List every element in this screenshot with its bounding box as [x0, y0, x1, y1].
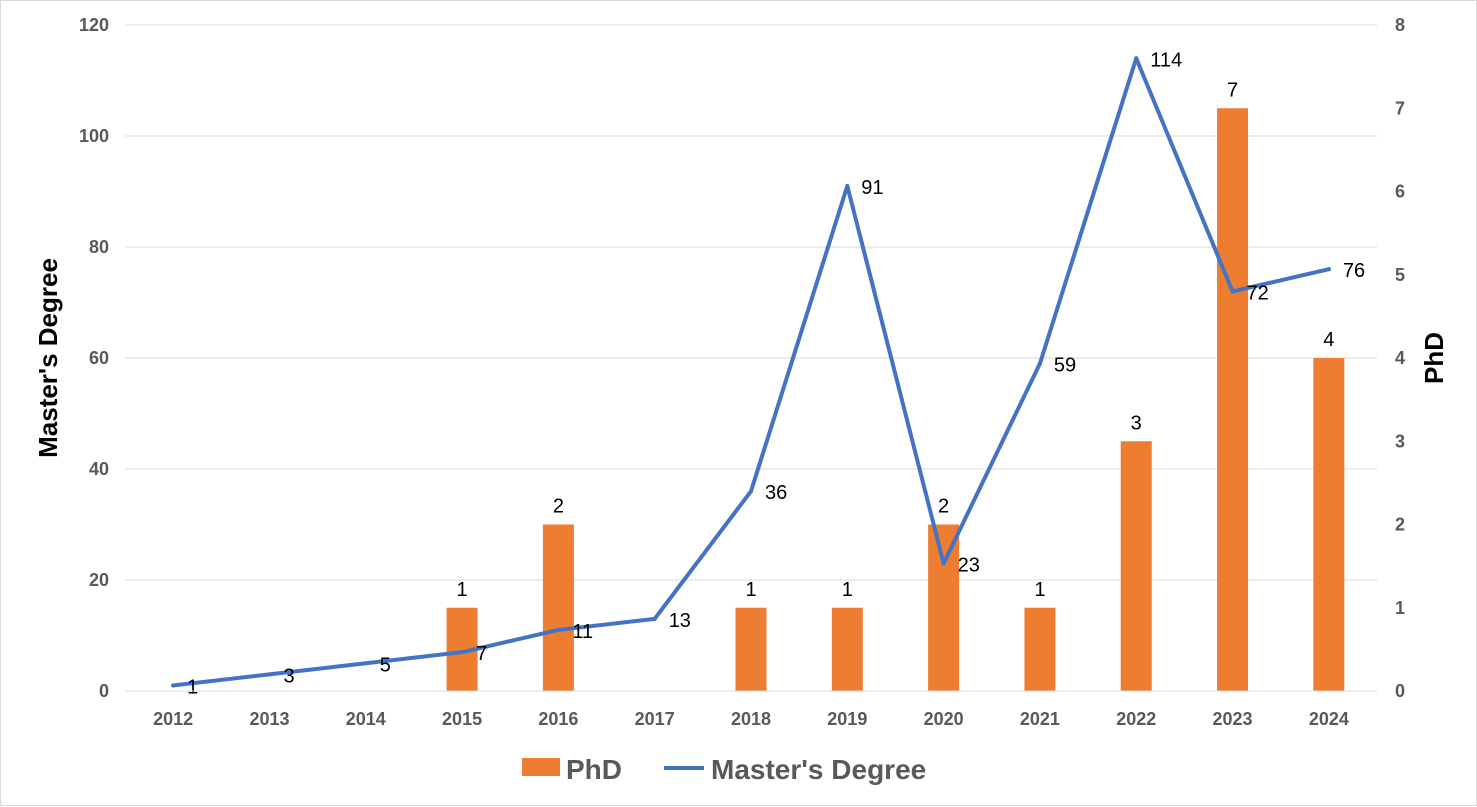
gridlines [125, 24, 1377, 581]
left-tick-label: 40 [89, 459, 109, 479]
line-data-label: 72 [1247, 282, 1269, 304]
x-tick-label: 2019 [827, 709, 867, 729]
x-tick-label: 2015 [442, 709, 482, 729]
bar-data-label: 1 [842, 579, 853, 601]
line-data-label: 3 [283, 665, 294, 687]
left-tick-label: 20 [89, 570, 109, 590]
bar-data-label: 2 [553, 496, 564, 518]
line-data-label: 36 [765, 482, 787, 504]
x-tick-label: 2023 [1213, 709, 1253, 729]
right-tick-label: 7 [1395, 98, 1405, 118]
x-tick-label: 2024 [1309, 709, 1349, 729]
bar-phd [1024, 607, 1056, 691]
right-tick-label: 2 [1395, 515, 1405, 535]
line-data-label: 114 [1150, 49, 1182, 71]
left-tick-label: 0 [99, 681, 109, 701]
line-data-label: 23 [958, 554, 980, 576]
bar-phd [928, 524, 960, 691]
line-point [1037, 361, 1042, 366]
left-tick-label: 100 [79, 126, 109, 146]
x-tick-label: 2018 [731, 709, 771, 729]
left-tick-label: 120 [79, 15, 109, 35]
line-point [652, 616, 657, 621]
bar-phd [735, 607, 767, 691]
phd-bars [446, 108, 1345, 691]
x-tick-label: 2012 [153, 709, 193, 729]
line-data-label: 7 [476, 643, 487, 665]
right-axis-title: PhD [1419, 332, 1449, 384]
legend-phd-swatch [522, 758, 560, 776]
x-tick-label: 2020 [924, 709, 964, 729]
bar-phd [1120, 441, 1152, 691]
line-point [749, 489, 753, 494]
bar-data-label: 7 [1227, 79, 1238, 101]
bar-data-label: 3 [1131, 412, 1142, 434]
x-tick-label: 2016 [538, 709, 578, 729]
bar-phd [1217, 108, 1249, 691]
right-tick-label: 1 [1395, 598, 1405, 618]
line-point [1230, 289, 1235, 294]
right-tick-label: 5 [1395, 265, 1405, 285]
line-point [460, 650, 465, 655]
bar-data-label: 1 [457, 579, 468, 601]
bar-data-label: 1 [1034, 579, 1045, 601]
line-point [267, 672, 272, 677]
masters-line [171, 56, 1331, 688]
line-point [1326, 267, 1331, 272]
line-data-label: 76 [1343, 260, 1365, 282]
bar-data-label: 2 [938, 496, 949, 518]
left-axis-title: Master's Degree [33, 258, 63, 458]
line-point [1134, 56, 1139, 61]
x-tick-label: 2021 [1020, 709, 1060, 729]
legend-phd-label: PhD [566, 754, 622, 785]
x-tick-label: 2013 [249, 709, 289, 729]
right-tick-label: 4 [1395, 348, 1405, 368]
bar-phd [831, 607, 863, 691]
left-tick-label: 60 [89, 348, 109, 368]
line-point [845, 183, 850, 188]
line-data-label: 91 [861, 177, 883, 199]
right-tick-label: 3 [1395, 431, 1405, 451]
line-data-label: 5 [380, 654, 391, 676]
left-tick-label: 80 [89, 237, 109, 257]
right-tick-label: 6 [1395, 182, 1405, 202]
bar-phd [1313, 358, 1345, 691]
legend: PhD Master's Degree [522, 754, 926, 785]
bar-data-label: 4 [1323, 329, 1334, 351]
right-tick-label: 8 [1395, 15, 1405, 35]
x-tick-label: 2014 [346, 709, 386, 729]
line-point [363, 661, 368, 666]
line-point [556, 627, 561, 632]
line-data-label: 1 [187, 676, 198, 698]
right-tick-label: 0 [1395, 681, 1405, 701]
legend-masters-label: Master's Degree [711, 754, 926, 785]
line-data-label: 13 [669, 610, 691, 632]
x-tick-label: 2022 [1116, 709, 1156, 729]
line-data-label: 59 [1054, 355, 1076, 377]
line-point [171, 683, 176, 688]
bar-data-label: 1 [745, 579, 756, 601]
line-point [941, 561, 946, 566]
line-data-label: 11 [572, 621, 593, 643]
bar-phd [542, 524, 574, 691]
x-tick-label: 2017 [635, 709, 675, 729]
